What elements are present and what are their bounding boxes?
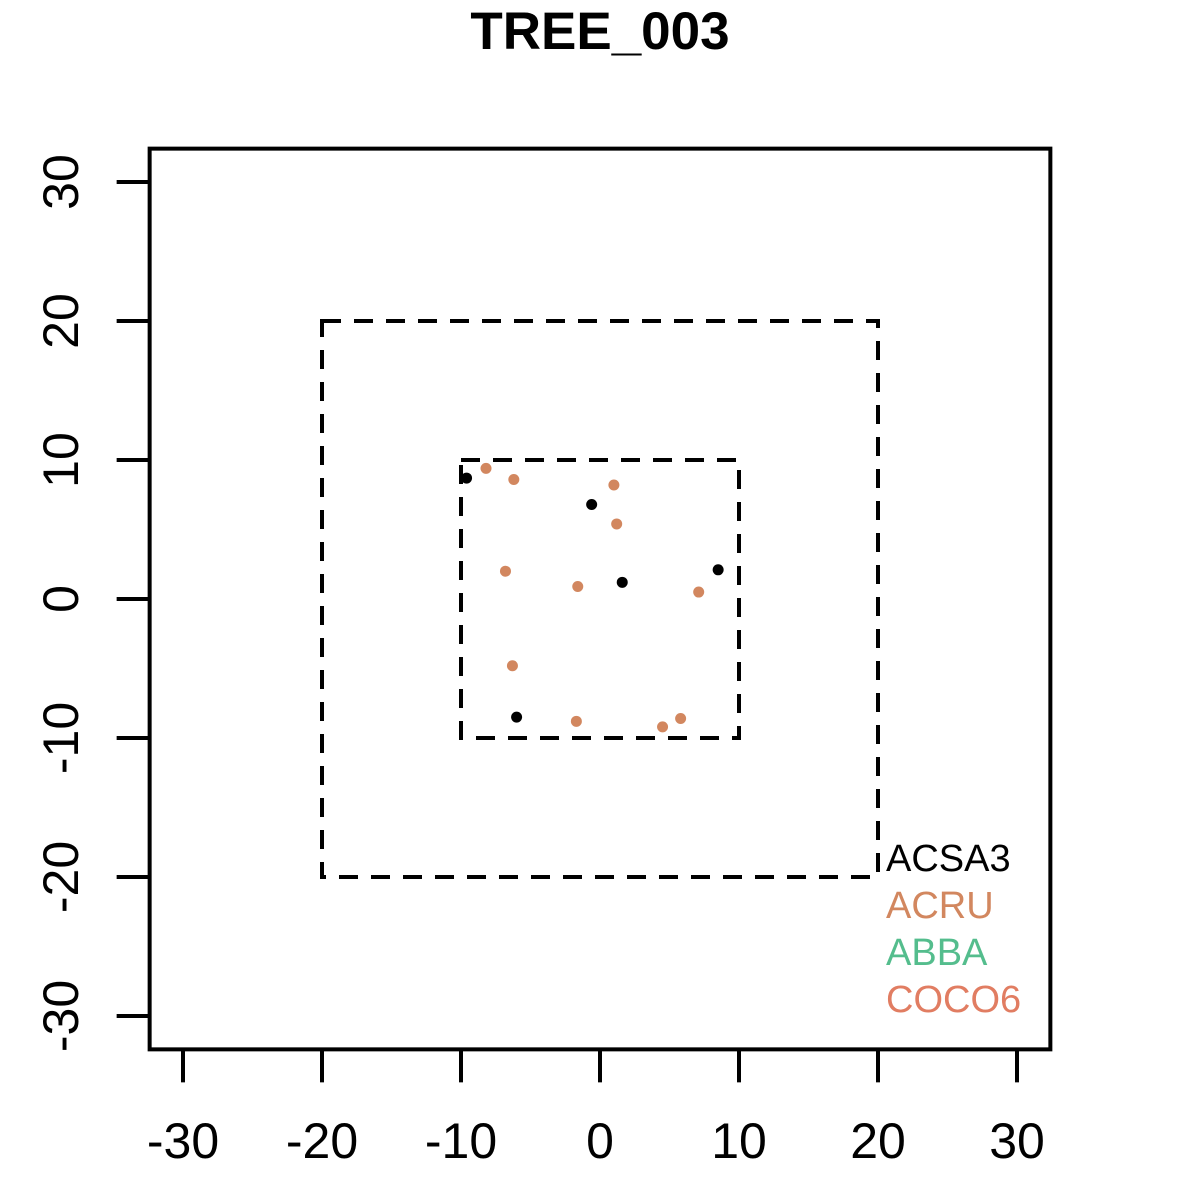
data-point-acsa3 <box>511 711 523 723</box>
legend-item-acsa3: ACSA3 <box>886 838 1011 880</box>
y-axis-tick-label: 0 <box>33 585 89 613</box>
data-point-acru <box>506 660 518 672</box>
legend-item-coco6: COCO6 <box>886 979 1022 1021</box>
inner-plot-boundary-dashed-square <box>459 458 741 740</box>
chart-title: TREE_003 <box>470 2 730 61</box>
data-point-acru <box>499 565 511 577</box>
data-point-acru <box>675 713 687 725</box>
data-point-acru <box>570 715 582 727</box>
x-axis-tick-label: 20 <box>850 1113 906 1169</box>
data-point-acru <box>480 462 492 474</box>
legend-item-acru: ACRU <box>886 885 994 927</box>
x-axis-tick-label: -30 <box>147 1113 219 1169</box>
x-axis-tick-label: 30 <box>989 1113 1045 1169</box>
data-point-acru <box>693 586 705 598</box>
data-point-acru <box>611 518 623 530</box>
data-point-acru <box>657 721 669 733</box>
x-axis-tick-label: 0 <box>586 1113 614 1169</box>
y-axis-tick-label: -30 <box>33 980 89 1052</box>
y-axis-tick-label: 10 <box>33 432 89 488</box>
data-point-acsa3 <box>586 498 598 510</box>
data-point-acru <box>508 473 520 485</box>
data-point-acsa3 <box>616 576 628 588</box>
outer-plot-boundary-dashed-square <box>320 319 880 879</box>
y-axis-tick-label: 30 <box>33 154 89 210</box>
data-point-acru <box>608 479 620 491</box>
x-axis-tick-label: -20 <box>286 1113 358 1169</box>
legend-item-abba: ABBA <box>886 932 988 974</box>
data-point-acru <box>572 580 584 592</box>
y-axis-tick-label: -10 <box>33 702 89 774</box>
legend: ACSA3 ACRU ABBA COCO6 <box>886 836 1021 1024</box>
data-point-acsa3 <box>461 472 473 484</box>
x-axis-tick-label: 10 <box>711 1113 767 1169</box>
y-axis-tick-label: 20 <box>33 293 89 349</box>
y-axis-tick-label: -20 <box>33 841 89 913</box>
data-point-acsa3 <box>712 564 724 576</box>
x-axis-tick-label: -10 <box>425 1113 497 1169</box>
